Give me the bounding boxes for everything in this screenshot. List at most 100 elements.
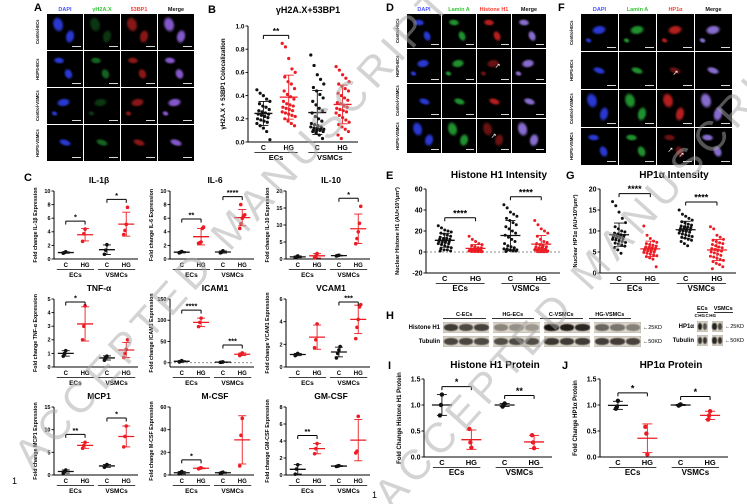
svg-text:HG: HG: [711, 274, 722, 283]
svg-text:0: 0: [163, 361, 166, 367]
svg-text:VSMCs: VSMCs: [105, 272, 128, 279]
panel-c-grid: IL-1β 0 2 4 6 8 10 Fold change IL-1β Expression…: [30, 175, 374, 500]
svg-text:**: **: [273, 26, 280, 36]
channel-header: γH2A.X: [92, 7, 112, 13]
svg-text:HG: HG: [313, 371, 322, 377]
nucleus: [86, 110, 96, 118]
nucleus: [457, 132, 470, 149]
grid-corner: [570, 4, 580, 13]
scale-bar: [72, 83, 81, 85]
svg-text:Fold change IL-6 Expression: Fold change IL-6 Expression: [149, 189, 155, 261]
svg-text:HG: HG: [354, 479, 363, 485]
nucleus: [450, 57, 466, 69]
chart-gm-csf: GM-CSF 0 2 4 6 8 Fold change GM-CSF Expression…: [262, 391, 378, 500]
micrograph-grid: DAPI Lamin A HP1α Merge Control-ECs HGPS-ECs ↗…: [569, 4, 744, 165]
C4-dot-plot: 0 1 2 3 4 5 Fold change TNF-α Expression C HG C HG…: [33, 294, 138, 387]
svg-text:VSMCs: VSMCs: [317, 153, 343, 162]
protein-band: [559, 324, 575, 331]
channel-header: Merge: [167, 7, 185, 13]
chart-title: TNF-α: [86, 283, 112, 293]
svg-text:ECs: ECs: [69, 488, 82, 495]
svg-text:2: 2: [279, 456, 282, 462]
svg-text:HG: HG: [238, 263, 247, 269]
svg-text:HG: HG: [466, 458, 477, 467]
protein-band: [697, 337, 702, 344]
pointer-arrow-icon: ↗: [494, 63, 501, 71]
chart-gh2ax-53bp1: γH2A.X+53BP1 0.0 0.2 0.4 0.6 0.8 1.0 γH2A.X + 5…: [218, 5, 372, 168]
svg-text:C: C: [502, 458, 508, 467]
svg-text:****: ****: [628, 184, 643, 194]
micrograph-tile: [121, 14, 157, 50]
micrograph-tile: [695, 14, 732, 51]
svg-text:-20: -20: [412, 270, 422, 277]
micrograph-tile: [477, 84, 511, 118]
nucleus: [526, 28, 539, 43]
page-number: 1: [372, 490, 378, 500]
svg-text:HG: HG: [197, 263, 206, 269]
svg-text:C: C: [296, 371, 301, 377]
lane-group-label: C-VSMCs: [540, 312, 583, 319]
scale-bar: [146, 120, 155, 122]
scale-bar: [535, 149, 544, 151]
svg-text:6: 6: [47, 216, 50, 222]
pointer-arrow-icon: ↗: [672, 69, 679, 77]
protein-band: [625, 338, 641, 345]
micrograph-tile: [657, 90, 694, 127]
svg-text:0.0: 0.0: [587, 454, 597, 461]
svg-text:*: *: [74, 213, 77, 222]
panel-g-label: G: [566, 170, 575, 182]
svg-text:3: 3: [47, 324, 50, 330]
nucleus: [584, 90, 601, 111]
panel-c: C IL-1β 0 2 4 6 8 10 Fold change IL-1β Expressi…: [22, 172, 374, 500]
nucleus: [521, 95, 537, 107]
scale-bar: [500, 44, 509, 46]
group-gap: [489, 336, 494, 347]
blot-row-label: Tubulin: [672, 337, 694, 344]
svg-text:4: 4: [47, 311, 51, 317]
nucleus: [622, 90, 639, 111]
scale-bar: [109, 157, 118, 159]
chart-il-6: IL-6 0 2 4 6 8 10 Fold change IL-6 Expression C H…: [146, 175, 262, 284]
panel-g: G HP1α Intensity 0 5 10 15 20 Nuclear HP1α (AU…: [566, 170, 746, 297]
panel-a-micrographs: DAPI γH2A.X 53BP1 Merge Control-ECs HGPS-ECs C…: [35, 4, 202, 161]
svg-text:Nuclear Histone H1 (AU×10³/μm²: Nuclear Histone H1 (AU×10³/μm²): [394, 187, 401, 275]
svg-text:0: 0: [47, 365, 50, 371]
nucleus: [126, 56, 140, 65]
scale-bar: [430, 149, 439, 151]
row-label: HGPS-ECs: [569, 59, 574, 82]
micrograph-tile: ↗ ↗: [657, 128, 694, 165]
svg-text:**: **: [516, 386, 524, 396]
svg-text:0.0: 0.0: [235, 139, 244, 146]
svg-text:20: 20: [160, 451, 166, 457]
chart-hp1a-protein: HP1α Protein 0.0 0.5 1.0 1.5 Fold Change HP1α…: [570, 360, 740, 481]
lane-group-label: VSMCs: [713, 306, 733, 313]
protein-band: [717, 337, 723, 344]
svg-text:ECs: ECs: [301, 380, 314, 387]
svg-text:**: **: [72, 426, 78, 435]
svg-text:*: *: [455, 377, 459, 387]
nucleus: [57, 137, 73, 149]
micrograph-tile: [657, 14, 694, 51]
svg-text:C: C: [180, 371, 185, 377]
svg-text:C: C: [64, 371, 69, 377]
scale-bar: [682, 161, 692, 163]
svg-text:20: 20: [415, 228, 423, 235]
micrograph-tile: [442, 49, 476, 83]
svg-text:2: 2: [163, 244, 166, 250]
nucleus: [698, 36, 707, 45]
svg-text:15: 15: [44, 405, 50, 411]
svg-text:60: 60: [160, 405, 166, 411]
svg-text:C: C: [105, 371, 110, 377]
nucleus: [660, 36, 669, 45]
svg-text:4: 4: [279, 439, 283, 445]
svg-text:5: 5: [279, 240, 282, 246]
scale-bar: [430, 79, 439, 81]
svg-text:15: 15: [589, 207, 597, 214]
protein-band: [474, 338, 489, 345]
nucleus: [50, 14, 66, 34]
scale-bar: [430, 44, 439, 46]
svg-text:ECs: ECs: [269, 153, 284, 162]
panel-h: H C-ECs HG-ECs C-VSMCs HG-VSMCs Histone H1 ←2…: [386, 306, 744, 372]
svg-text:**: **: [304, 427, 310, 436]
